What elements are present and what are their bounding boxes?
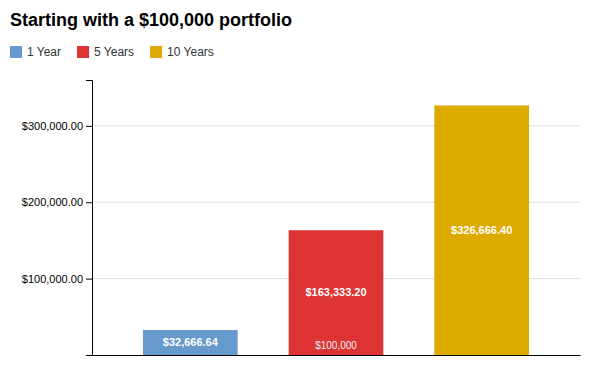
legend-swatch [77,46,89,58]
data-label: $163,333.20 [305,286,366,298]
y-tick: $200,000.00 [22,196,92,208]
legend-label: 1 Year [27,45,61,59]
legend-item: 5 Years [77,45,134,59]
data-label: $32,666.64 [163,336,219,348]
data-labels: $32,666.64 $163,333.20 $326,666.40 [163,224,512,348]
title: Starting with a $100,000 portfolio [10,10,292,30]
annotations: $100,000 [315,340,357,351]
y-tick-label: $300,000.00 [22,120,83,132]
legend-label: 5 Years [94,45,134,59]
data-label: $326,666.40 [451,224,512,236]
bars [143,105,529,355]
y-tick-label: $100,000.00 [22,273,83,285]
bar [434,105,529,355]
legend: 1 Year 5 Years 10 Years [10,45,214,59]
y-tick: $300,000.00 [22,120,92,132]
y-axis-line [86,81,93,356]
y-tick-mark [86,279,92,280]
y-tick-label: $200,000.00 [22,196,83,208]
legend-item: 1 Year [10,45,61,59]
legend-swatch [150,46,162,58]
bar [289,230,384,355]
x-axis [93,355,581,356]
y-tick-mark [86,126,92,127]
x-axis-line [93,355,581,356]
y-tick: $100,000.00 [22,273,92,285]
y-tick-mark [86,202,92,203]
y-axis: $100,000.00 $200,000.00 $300,000.00 [22,81,93,356]
annotation: $100,000 [315,340,357,351]
bar [143,330,238,355]
legend-swatch [10,46,22,58]
legend-label: 10 Years [167,45,214,59]
legend-item: 10 Years [150,45,214,59]
chart: Starting with a $100,000 portfolio $100,0… [0,0,600,371]
